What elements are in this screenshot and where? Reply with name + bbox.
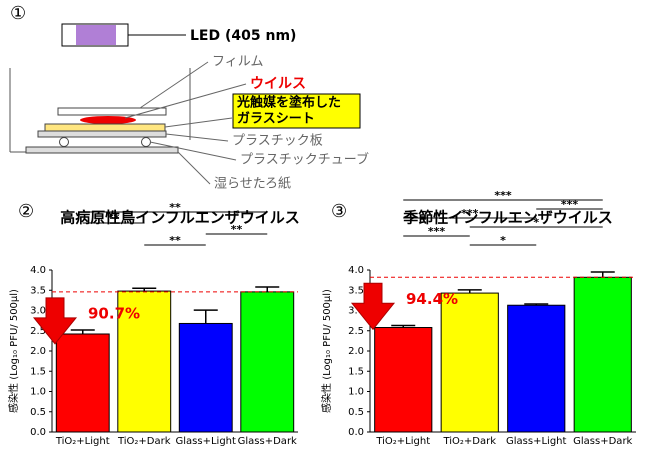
y-tick-label: 1.5 bbox=[30, 366, 46, 377]
x-tick-label: TiO₂+Light bbox=[375, 436, 430, 447]
bar bbox=[240, 291, 295, 433]
x-tick-label: Glass+Dark bbox=[573, 436, 632, 447]
bar bbox=[440, 292, 499, 433]
panel-number: ① bbox=[10, 3, 26, 24]
leader bbox=[124, 83, 247, 119]
y-tick-label: 1.5 bbox=[348, 366, 364, 377]
glass-label: ガラスシート bbox=[237, 112, 315, 127]
y-tick-label: 1.0 bbox=[348, 387, 364, 398]
arrow bbox=[350, 282, 396, 331]
tube bbox=[141, 137, 151, 147]
x-tick-label: TiO₂+Dark bbox=[117, 436, 171, 447]
x-tick-label: TiO₂+Dark bbox=[442, 436, 496, 447]
y-tick-label: 0.5 bbox=[30, 407, 46, 418]
significance-label: *** bbox=[494, 189, 512, 202]
x-tick-label: Glass+Light bbox=[176, 436, 236, 447]
plastic-plate bbox=[37, 130, 167, 138]
leader bbox=[164, 117, 233, 128]
error-bar bbox=[590, 271, 615, 278]
y-tick-label: 4.0 bbox=[348, 265, 364, 276]
bar bbox=[507, 304, 566, 433]
led-label: LED (405 nm) bbox=[190, 28, 296, 44]
virus bbox=[80, 116, 136, 124]
bar bbox=[178, 322, 233, 433]
significance-label: *** bbox=[428, 225, 446, 238]
led-light bbox=[76, 25, 116, 45]
y-tick-label: 1.0 bbox=[30, 387, 46, 398]
error-bar bbox=[391, 324, 416, 328]
y-axis-label: 感染性 (Log₁₀ PFU/ 500μl) bbox=[320, 289, 333, 413]
panel-number: ② bbox=[18, 201, 34, 222]
x-tick-label: Glass+Dark bbox=[238, 436, 297, 447]
annotation: 90.7% bbox=[88, 304, 140, 322]
y-tick-label: 3.5 bbox=[30, 285, 46, 296]
x-tick-label: TiO₂+Light bbox=[55, 436, 110, 447]
glass-label: 光触媒を塗布した bbox=[236, 95, 341, 111]
leader bbox=[149, 141, 237, 161]
y-axis-label: 感染性 (Log₁₀ PFU/ 500μl) bbox=[7, 289, 20, 413]
y-tick-label: 3.5 bbox=[348, 285, 364, 296]
y-tick-label: 2.0 bbox=[30, 346, 46, 357]
bar bbox=[117, 290, 172, 433]
significance-label: ** bbox=[231, 223, 243, 236]
leader bbox=[177, 151, 211, 185]
leader bbox=[139, 61, 209, 109]
leader bbox=[165, 133, 229, 142]
significance-label: * bbox=[533, 216, 539, 229]
virus-label: ウイルス bbox=[250, 76, 306, 92]
filter-paper bbox=[25, 146, 179, 154]
error-bar bbox=[193, 309, 218, 324]
y-tick-label: 0.5 bbox=[348, 407, 364, 418]
error-bar bbox=[132, 287, 157, 292]
error-bar bbox=[70, 329, 95, 334]
significance-label: *** bbox=[461, 207, 479, 220]
significance-label: ** bbox=[169, 201, 181, 214]
annotation: 94.4% bbox=[406, 290, 458, 308]
bar bbox=[573, 276, 632, 433]
error-bar bbox=[457, 289, 482, 294]
y-tick-label: 0.0 bbox=[30, 427, 46, 438]
diagram: ① LED (405 nm) フィルム ウイルス 光触媒を塗布した ガラスシート… bbox=[9, 3, 369, 192]
y-tick-label: 2.0 bbox=[348, 346, 364, 357]
significance-label: ** bbox=[108, 212, 120, 225]
tube bbox=[59, 137, 69, 147]
bar bbox=[55, 333, 110, 433]
error-bar bbox=[524, 303, 549, 306]
chart-title: 高病原性鳥インフルエンザウイルス bbox=[60, 209, 300, 227]
y-tick-label: 0.0 bbox=[348, 427, 364, 438]
tube-label: プラスチックチューブ bbox=[240, 152, 369, 168]
film bbox=[57, 107, 167, 116]
significance-label: * bbox=[500, 234, 506, 247]
bar bbox=[374, 327, 433, 433]
x-tick-label: Glass+Light bbox=[506, 436, 566, 447]
glass-sheet bbox=[44, 123, 166, 132]
label-box bbox=[232, 93, 361, 129]
error-bar bbox=[255, 286, 280, 292]
y-tick-label: 3.0 bbox=[348, 306, 364, 317]
y-tick-label: 2.5 bbox=[30, 326, 46, 337]
arrow bbox=[32, 297, 78, 345]
plate-label: プラスチック板 bbox=[232, 134, 323, 149]
panel-number: ③ bbox=[331, 201, 347, 222]
significance-label: *** bbox=[561, 198, 579, 211]
y-tick-label: 2.5 bbox=[348, 326, 364, 337]
film-label: フィルム bbox=[212, 55, 263, 70]
paper-label: 湿らせたろ紙 bbox=[214, 177, 291, 192]
y-tick-label: 3.0 bbox=[30, 306, 46, 317]
y-tick-label: 4.0 bbox=[30, 265, 46, 276]
significance-label: ** bbox=[169, 234, 181, 247]
